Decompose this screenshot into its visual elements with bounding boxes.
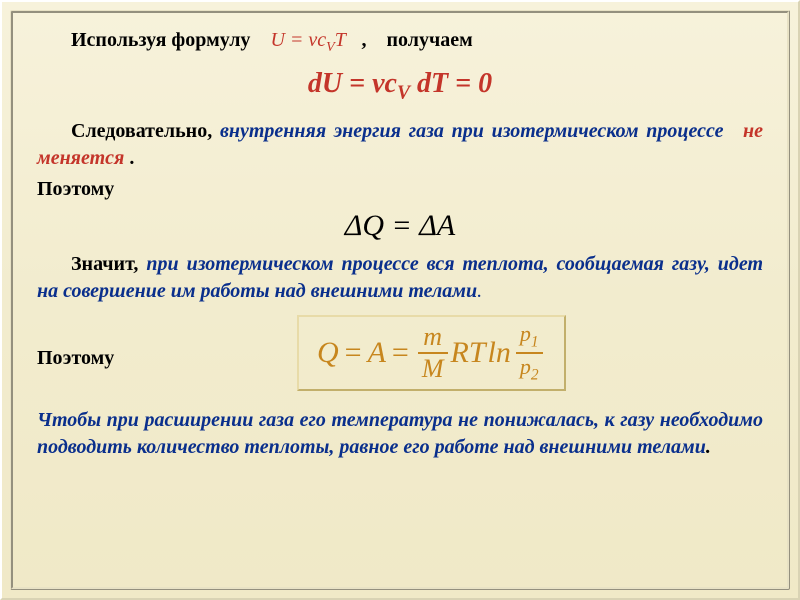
p3-tail: . [477, 280, 482, 302]
slide-frame: Используя формулу U = νcVT , получаем dU… [0, 0, 800, 600]
p1-formula: U = νcVT [270, 29, 350, 51]
p2-lead: Следовательно, [71, 120, 212, 142]
p5-text: Чтобы при расширении газа его температур… [37, 409, 763, 458]
paragraph-4: Поэтому [37, 345, 157, 372]
paragraph-2b: Поэтому [37, 176, 763, 203]
p3-blue: при изотермическом процессе вся теплота,… [37, 253, 763, 302]
p2-blue: внутренняя энергия газа при изотермическ… [220, 120, 724, 142]
equation-Q-box: Q = A = m M RTln p1 p2 [297, 315, 566, 391]
paragraph-2: Следовательно, внутренняя энергия газа п… [37, 118, 763, 172]
equation-dU: dU = νcV dT = 0 [37, 68, 763, 105]
paragraph-3: Значит, при изотермическом процессе вся … [37, 251, 763, 305]
paragraph-5: Чтобы при расширении газа его температур… [37, 407, 763, 461]
p1-lead: Используя формулу [71, 29, 250, 51]
slide-content: Используя формулу U = νcVT , получаем dU… [10, 10, 790, 590]
p5-dot: . [706, 436, 711, 458]
p3-lead: Значит, [71, 253, 138, 275]
paragraph-1: Используя формулу U = νcVT , получаем [37, 27, 763, 58]
equation-dQ-dA: ΔQ = ΔA [37, 209, 763, 243]
frac-m-M: m M [418, 324, 448, 382]
p1-trail: , получаем [361, 29, 472, 51]
equation-Q: Q = A = m M RTln p1 p2 [317, 323, 546, 383]
equation-row: Поэтому Q = A = m M RTln p1 [37, 311, 763, 397]
frac-p1-p2: p1 p2 [516, 323, 543, 383]
p2-dot: . [124, 147, 134, 169]
